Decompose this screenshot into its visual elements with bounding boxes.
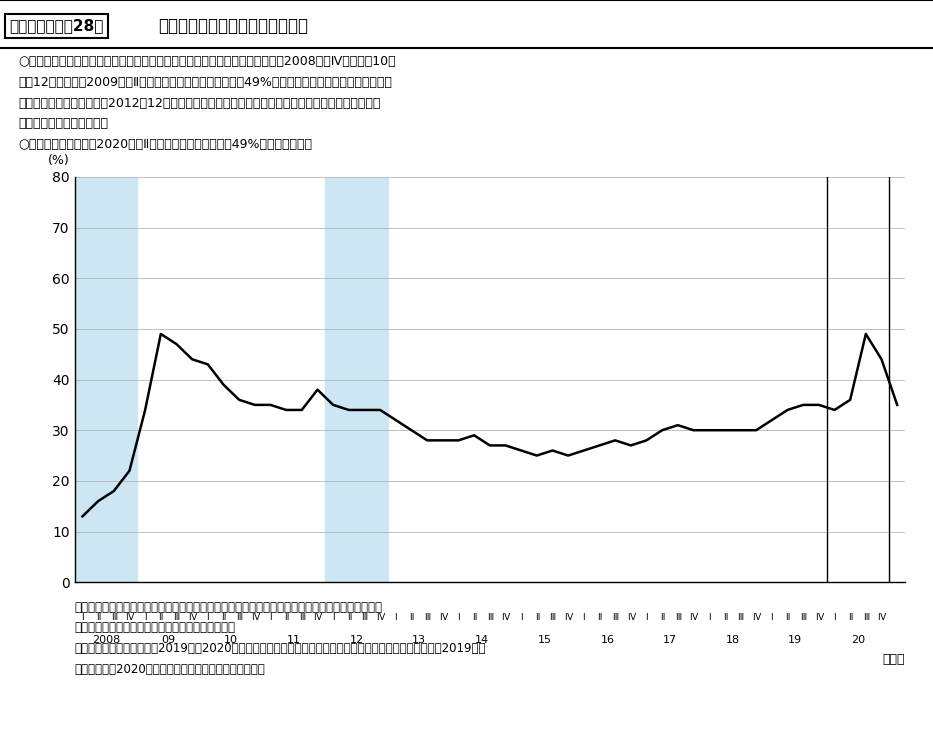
Text: Ⅱ: Ⅱ (723, 612, 727, 621)
Text: 20: 20 (851, 635, 865, 646)
Text: 12: 12 (350, 635, 364, 646)
Text: Ⅳ: Ⅳ (752, 612, 760, 621)
Text: Ⅱ: Ⅱ (848, 612, 853, 621)
Text: Ⅱ: Ⅱ (221, 612, 226, 621)
Text: 13: 13 (412, 635, 426, 646)
Text: 14: 14 (475, 635, 489, 646)
Text: Ⅳ: Ⅳ (815, 612, 823, 621)
Text: Ⅳ: Ⅳ (627, 612, 635, 621)
Text: Ⅲ: Ⅲ (675, 612, 681, 621)
Text: ２）本白書では、2019年～2020年の労働経済の動向を中心に分析を行うため、見やすさの観点から2019年と: ２）本白書では、2019年～2020年の労働経済の動向を中心に分析を行うため、見… (75, 642, 486, 655)
Text: 11: 11 (287, 635, 301, 646)
Text: 傾向となったものの、2012年12月以降の景気回復局面においてもリーマンショック期前より高い: 傾向となったものの、2012年12月以降の景気回復局面においてもリーマンショック… (19, 97, 381, 110)
Text: 2008: 2008 (91, 635, 120, 646)
Text: Ⅲ: Ⅲ (487, 612, 493, 621)
Text: （年）: （年） (883, 653, 905, 666)
Text: （注）　１）グラフのシャドー部分は景気後退期。: （注） １）グラフのシャドー部分は景気後退期。 (75, 621, 236, 635)
FancyBboxPatch shape (0, 0, 933, 52)
Text: Ⅲ: Ⅲ (737, 612, 744, 621)
Text: Ⅰ: Ⅰ (646, 612, 648, 621)
Text: Ⅲ: Ⅲ (612, 612, 619, 621)
Text: 資料出所　厚生労働省「労働経済動向調査」をもとに厚生労働省政策統括官付政策統括室にて作成: 資料出所 厚生労働省「労働経済動向調査」をもとに厚生労働省政策統括官付政策統括室… (75, 601, 383, 614)
Text: ○　感染拡大期には、2020年第Ⅱ四半期（４－６月期）に49%まで上昇した。: ○ 感染拡大期には、2020年第Ⅱ四半期（４－６月期）に49%まで上昇した。 (19, 138, 313, 151)
Text: (%): (%) (49, 154, 70, 167)
Text: Ⅳ: Ⅳ (689, 612, 698, 621)
Text: Ⅲ: Ⅲ (111, 612, 117, 621)
Text: Ⅲ: Ⅲ (361, 612, 368, 621)
Text: Ⅰ: Ⅰ (833, 612, 836, 621)
Text: Ⅰ: Ⅰ (708, 612, 711, 621)
Text: 雇用調整実施事業所の割合の推移: 雇用調整実施事業所の割合の推移 (159, 17, 309, 35)
Text: Ⅳ: Ⅳ (501, 612, 509, 621)
Text: 10: 10 (224, 635, 238, 646)
Text: Ⅱ: Ⅱ (347, 612, 351, 621)
Text: 16: 16 (600, 635, 614, 646)
Text: Ⅳ: Ⅳ (439, 612, 447, 621)
Text: Ⅱ: Ⅱ (660, 612, 664, 621)
Text: Ⅰ: Ⅰ (582, 612, 585, 621)
Text: Ⅲ: Ⅲ (425, 612, 430, 621)
Text: 17: 17 (663, 635, 677, 646)
Text: Ⅲ: Ⅲ (550, 612, 555, 621)
Text: Ⅱ: Ⅱ (535, 612, 539, 621)
Text: Ⅱ: Ⅱ (96, 612, 101, 621)
Text: Ⅰ: Ⅰ (81, 612, 84, 621)
Text: Ⅰ: Ⅰ (269, 612, 272, 621)
Text: Ⅳ: Ⅳ (376, 612, 384, 621)
Text: Ⅱ: Ⅱ (410, 612, 413, 621)
Text: Ⅳ: Ⅳ (313, 612, 322, 621)
Text: Ⅳ: Ⅳ (877, 612, 885, 621)
Text: Ⅰ: Ⅰ (144, 612, 146, 621)
Text: 19: 19 (788, 635, 802, 646)
Text: ○　雇用調整を実施した事業所の割合の推移をみると、リーマンショック期の2008年第Ⅳ四半期（10－: ○ 雇用調整を実施した事業所の割合の推移をみると、リーマンショック期の2008年… (19, 55, 397, 69)
Bar (326, 177, 388, 582)
Text: 第１－（５）－28図: 第１－（５）－28図 (9, 18, 104, 33)
Text: Ⅰ: Ⅰ (395, 612, 397, 621)
Text: Ⅳ: Ⅳ (564, 612, 572, 621)
Bar (75, 177, 137, 582)
Text: Ⅰ: Ⅰ (771, 612, 773, 621)
Text: 09: 09 (161, 635, 175, 646)
Text: Ⅰ: Ⅰ (457, 612, 460, 621)
Text: Ⅱ: Ⅱ (159, 612, 163, 621)
Text: 18: 18 (726, 635, 740, 646)
Text: 水準で推移していた。: 水準で推移していた。 (19, 117, 108, 130)
Text: Ⅰ: Ⅰ (332, 612, 334, 621)
Text: Ⅲ: Ⅲ (299, 612, 305, 621)
Text: Ⅰ: Ⅰ (206, 612, 209, 621)
Text: Ⅲ: Ⅲ (801, 612, 806, 621)
Text: Ⅰ: Ⅰ (520, 612, 522, 621)
Text: Ⅱ: Ⅱ (472, 612, 477, 621)
Text: Ⅱ: Ⅱ (597, 612, 602, 621)
Text: Ⅳ: Ⅳ (125, 612, 133, 621)
Text: Ⅲ: Ⅲ (236, 612, 243, 621)
Text: Ⅱ: Ⅱ (786, 612, 789, 621)
Text: Ⅲ: Ⅲ (174, 612, 179, 621)
Text: Ⅲ: Ⅲ (863, 612, 869, 621)
Text: 12月期）から2009年第Ⅱ四半期（４－６月期）にかけて49%まで急速に増加した。その後、低下: 12月期）から2009年第Ⅱ四半期（４－６月期）にかけて49%まで急速に増加した… (19, 76, 393, 89)
Text: Ⅳ: Ⅳ (251, 612, 259, 621)
Text: 2020年の年の区切りに実線を入れている。: 2020年の年の区切りに実線を入れている。 (75, 663, 265, 676)
Text: Ⅳ: Ⅳ (188, 612, 196, 621)
Text: Ⅱ: Ⅱ (284, 612, 288, 621)
Text: 15: 15 (537, 635, 551, 646)
